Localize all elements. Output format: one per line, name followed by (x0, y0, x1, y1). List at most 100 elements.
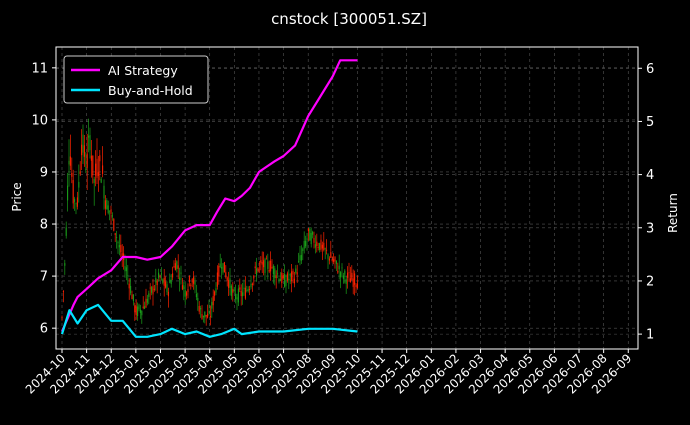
candle-body (146, 298, 148, 303)
candle-body (170, 279, 172, 285)
candle-body (69, 156, 71, 166)
candle-body (74, 198, 76, 202)
price-candles (61, 118, 358, 326)
candle-body (331, 259, 333, 261)
candle-body (349, 278, 351, 283)
candle-body (333, 259, 335, 262)
candle-body (109, 210, 111, 212)
candle-body (345, 279, 347, 284)
chart-title: cnstock [300051.SZ] (271, 10, 427, 28)
candle-body (95, 163, 97, 176)
candle-body (303, 240, 305, 249)
candle-body (292, 270, 294, 275)
candle-body (265, 258, 267, 260)
candle-body (282, 275, 284, 279)
candle-body (183, 285, 185, 290)
candle-body (99, 155, 101, 162)
candle-body (232, 288, 234, 293)
candle-body (90, 155, 92, 161)
y-tick-label-right: 5 (646, 115, 654, 130)
candle-body (134, 305, 136, 313)
candle-body (218, 265, 220, 277)
candle-body (79, 171, 81, 174)
candle-body (137, 306, 139, 317)
candle-body (138, 304, 140, 310)
candle-body (61, 316, 63, 318)
candle-body (160, 273, 162, 275)
candle-body (342, 275, 344, 279)
candle-body (184, 290, 186, 297)
candle-body (347, 272, 349, 278)
candle-body (121, 253, 123, 257)
candle-body (102, 165, 104, 174)
candle-body (253, 275, 255, 279)
candle-body (223, 262, 225, 273)
candle-body (226, 277, 228, 281)
candle-body (302, 248, 304, 252)
candle-body (65, 227, 67, 236)
candle-body (139, 309, 141, 313)
candle-body (328, 258, 330, 261)
candle-body (141, 310, 143, 316)
candle-body (251, 283, 253, 285)
candle-body (127, 275, 129, 277)
candle-body (335, 260, 337, 264)
candle-body (264, 258, 266, 273)
candle-body (225, 272, 227, 278)
candle-body (173, 266, 175, 268)
y-tick-label-right: 3 (646, 221, 654, 236)
candle-body (86, 153, 88, 168)
candle-body (263, 260, 265, 268)
candle-body (85, 169, 87, 170)
y-tick-label-right: 1 (646, 328, 654, 343)
candle-body (243, 287, 245, 289)
candle-body (313, 237, 315, 243)
candle-body (305, 240, 307, 247)
candle-body (191, 279, 193, 283)
candle-body (193, 276, 195, 284)
candle-body (348, 272, 350, 274)
candle-body (286, 273, 288, 281)
series-line-buy-and-hold (60, 303, 358, 338)
candle-body (257, 267, 259, 272)
candle-body (81, 144, 83, 156)
candle-body (239, 287, 241, 290)
candle-body (106, 199, 108, 210)
candle-body (103, 185, 105, 199)
candle-body (177, 265, 179, 269)
candle-body (88, 135, 90, 138)
candle-body (67, 185, 69, 201)
candle-body (244, 287, 246, 299)
candle-body (352, 278, 354, 287)
candle-body (319, 243, 321, 250)
candle-body (100, 178, 102, 183)
candle-body (240, 290, 242, 297)
candle-body (172, 273, 174, 278)
candle-body (267, 261, 269, 269)
candle-body (176, 261, 178, 269)
candle-body (242, 292, 244, 297)
candle-body (110, 209, 112, 214)
candle-body (320, 239, 322, 250)
candle-body (200, 308, 202, 310)
candle-body (277, 273, 279, 275)
candle-body (341, 267, 343, 269)
candle-body (344, 270, 346, 275)
candle-body (298, 260, 300, 262)
candle-body (131, 294, 133, 300)
y-tick-label-right: 6 (646, 62, 654, 77)
candle-body (299, 255, 301, 261)
candle-body (289, 273, 291, 276)
candle-body (274, 268, 276, 279)
candle-body (159, 275, 161, 277)
candle-body (250, 283, 252, 288)
legend-label-ai-strategy: AI Strategy (108, 63, 178, 78)
candle-body (179, 277, 181, 280)
candle-body (117, 241, 119, 244)
candle-body (340, 272, 342, 278)
candle-body (194, 281, 196, 285)
candle-body (169, 279, 171, 283)
candle-body (156, 280, 158, 286)
candle-body (198, 305, 200, 312)
